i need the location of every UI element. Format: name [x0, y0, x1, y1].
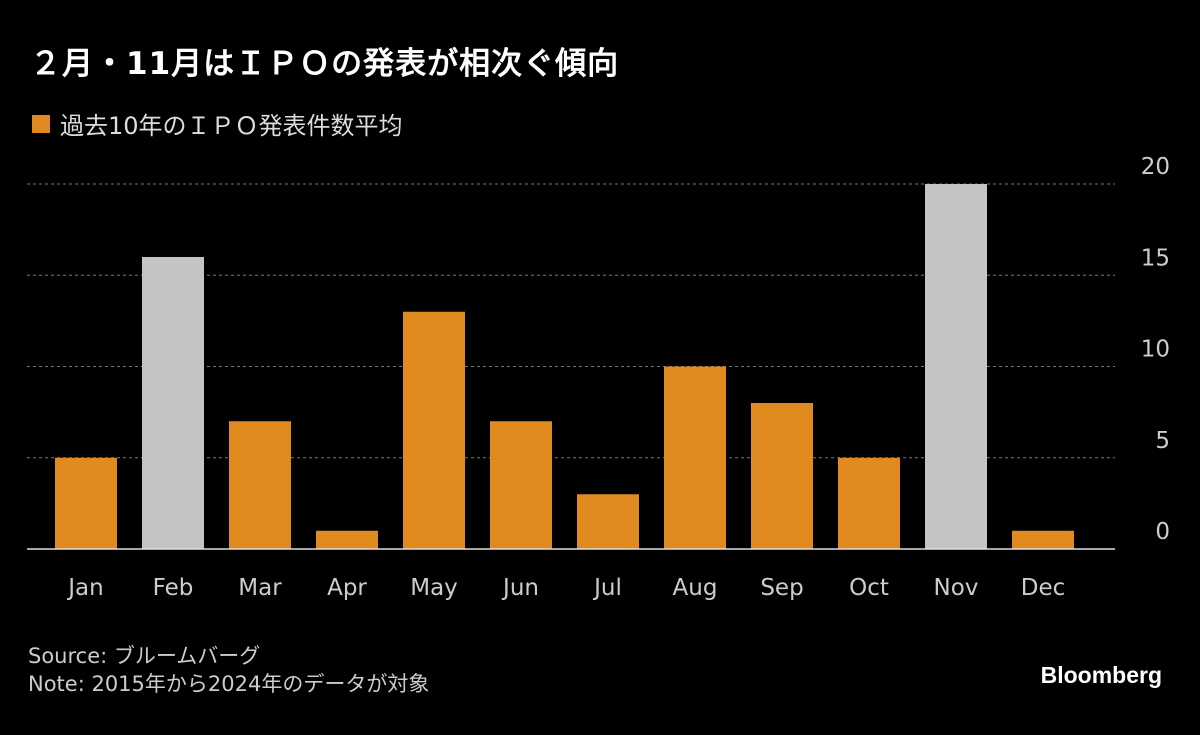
- source-text: Source: ブルームバーグ: [28, 644, 261, 668]
- bar-nov: [925, 184, 987, 549]
- x-tick-label: Sep: [760, 575, 803, 601]
- legend: 過去10年のＩＰＯ発表件数平均: [32, 106, 403, 141]
- bar-chart: 0 5 10 15 20 Jan Feb Mar Apr May Jun Jul Aug Sep Oct No…: [27, 154, 1170, 601]
- x-tick-label: Dec: [1021, 575, 1066, 601]
- bar-sep: [751, 403, 813, 549]
- x-tick-label: Jun: [501, 575, 539, 601]
- bloomberg-logo: Bloomberg: [1040, 662, 1162, 688]
- bar-feb: [142, 257, 204, 549]
- y-tick-label: 15: [1141, 245, 1170, 271]
- bar-may: [403, 311, 465, 549]
- x-tick-label: Jan: [66, 575, 103, 601]
- x-tick-label: Apr: [327, 575, 367, 601]
- x-tick-label: Jul: [592, 575, 622, 601]
- bar-apr: [316, 530, 378, 549]
- x-tick-label: Feb: [153, 575, 194, 601]
- bar-aug: [664, 366, 726, 549]
- y-tick-label: 5: [1155, 428, 1170, 454]
- y-tick-label: 0: [1155, 519, 1170, 545]
- bar-jan: [55, 457, 117, 549]
- chart-title: ２月・11月はＩＰＯの発表が相次ぐ傾向: [30, 46, 620, 82]
- x-tick-label: Oct: [849, 575, 889, 601]
- bar-dec: [1012, 530, 1074, 549]
- x-tick-label: Aug: [673, 575, 718, 601]
- bar-mar: [229, 421, 291, 549]
- note-text: Note: 2015年から2024年のデータが対象: [28, 672, 430, 696]
- x-tick-label: Nov: [934, 575, 979, 601]
- bar-jul: [577, 494, 639, 549]
- bar-jun: [490, 421, 552, 549]
- y-tick-label: 20: [1141, 154, 1170, 180]
- bar-oct: [838, 457, 900, 549]
- y-tick-label: 10: [1141, 337, 1170, 363]
- x-tick-label: May: [410, 575, 458, 601]
- legend-swatch: [32, 114, 50, 133]
- x-tick-label: Mar: [238, 575, 282, 601]
- legend-label: 過去10年のＩＰＯ発表件数平均: [60, 112, 403, 140]
